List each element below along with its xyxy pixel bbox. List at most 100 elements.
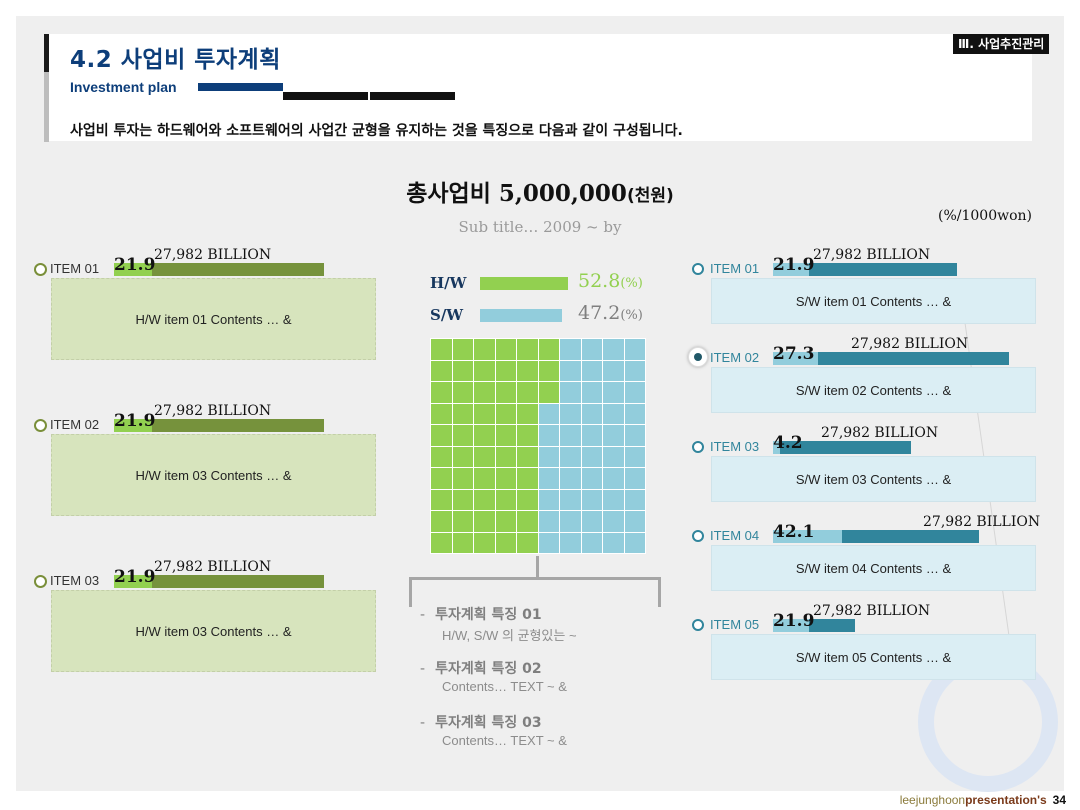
ring-marker-icon — [692, 530, 704, 542]
sw-item-billion: 27,982 BILLION — [821, 425, 939, 441]
unit-note: (%/1000won) — [937, 208, 1032, 224]
waffle-cell-hw — [517, 468, 538, 489]
subtitle-underline-black — [283, 92, 368, 100]
footer-author: leejunghoon — [899, 793, 966, 807]
waffle-cell-sw — [581, 532, 602, 553]
sw-item: ITEM 05 21.9 27,982 BILLION S/W item 05 … — [692, 603, 1042, 697]
legend-sw: S/W 47.2(%) — [430, 302, 660, 326]
legend-hw-swatch — [480, 277, 568, 290]
bracket-connector — [409, 577, 661, 580]
waffle-cell-hw — [474, 511, 495, 532]
hw-bar-fill — [114, 575, 152, 588]
waffle-cell-sw — [603, 360, 624, 381]
hw-item-content-box: H/W item 01 Contents … & — [51, 278, 376, 360]
waffle-cell-hw — [495, 489, 516, 510]
waffle-cell-sw — [603, 489, 624, 510]
waffle-cell-hw — [452, 360, 473, 381]
sw-item-value: 4.2 — [773, 433, 803, 453]
bullet-dash: - — [420, 715, 426, 731]
waffle-cell-hw — [431, 532, 452, 553]
waffle-cell-hw — [452, 532, 473, 553]
waffle-cell-hw — [452, 468, 473, 489]
hw-item: ITEM 01 21.9 27,982 BILLION H/W item 01 … — [34, 247, 379, 371]
waffle-cell-sw — [603, 425, 624, 446]
waffle-cell-sw — [624, 425, 645, 446]
waffle-cell-hw — [495, 532, 516, 553]
waffle-cell-hw — [495, 511, 516, 532]
waffle-cell-hw — [517, 403, 538, 424]
waffle-cell-hw — [452, 446, 473, 467]
bracket-connector — [536, 556, 539, 578]
sw-item-label: ITEM 02 — [710, 350, 760, 365]
waffle-cell-hw — [538, 339, 559, 360]
waffle-cell-hw — [452, 489, 473, 510]
waffle-cell-sw — [581, 511, 602, 532]
sw-bar-fill — [773, 530, 842, 543]
bracket-connector — [658, 577, 661, 607]
waffle-cell-sw — [581, 360, 602, 381]
waffle-cell-sw — [560, 446, 581, 467]
page-subtitle: Investment plan — [70, 79, 177, 95]
bullet-dash: - — [420, 607, 426, 623]
waffle-cell-hw — [452, 511, 473, 532]
waffle-cell-hw — [431, 468, 452, 489]
sw-item-billion: 27,982 BILLION — [851, 336, 969, 352]
ring-marker-icon — [692, 441, 704, 453]
waffle-cell-sw — [581, 382, 602, 403]
sw-bar-track — [773, 441, 911, 454]
legend-sw-swatch — [480, 309, 562, 322]
hw-item-value: 21.9 — [114, 255, 156, 275]
waffle-cell-hw — [431, 425, 452, 446]
waffle-cell-sw — [560, 532, 581, 553]
total-amount: 5,000,000 — [498, 180, 627, 207]
bullet-dash: - — [420, 661, 426, 677]
waffle-cell-sw — [603, 403, 624, 424]
waffle-cell-hw — [474, 446, 495, 467]
waffle-cell-sw — [581, 446, 602, 467]
selected-marker-icon — [688, 347, 708, 367]
waffle-cell-hw — [452, 339, 473, 360]
sw-item-label: ITEM 05 — [710, 617, 760, 632]
hw-bar-track — [114, 575, 324, 588]
sw-item-label: ITEM 03 — [710, 439, 760, 454]
section-tag: Ⅲ. 사업추진관리 — [953, 34, 1050, 54]
hw-bar-fill — [114, 419, 152, 432]
feature-title-text: 투자계획 특징 03 — [435, 715, 542, 731]
feature-item: - 투자계획 특징 03 Contents… TEXT ~ & — [420, 712, 680, 748]
sw-item-content-box: S/W item 02 Contents … & — [711, 367, 1036, 413]
main-title-label: 총사업비 — [406, 181, 491, 207]
feature-title-text: 투자계획 특징 02 — [435, 661, 542, 677]
feature-title: - 투자계획 특징 03 — [420, 712, 680, 732]
waffle-cell-sw — [560, 468, 581, 489]
waffle-cell-hw — [452, 425, 473, 446]
waffle-cell-hw — [431, 382, 452, 403]
waffle-cell-hw — [495, 339, 516, 360]
waffle-cell-hw — [431, 511, 452, 532]
hw-item-value: 21.9 — [114, 567, 156, 587]
waffle-cell-sw — [624, 360, 645, 381]
sw-item: ITEM 04 42.1 27,982 BILLION S/W item 04 … — [692, 514, 1042, 608]
hw-bar-track — [114, 419, 324, 432]
waffle-cell-hw — [431, 360, 452, 381]
legend-sw-percent: 47.2(%) — [578, 302, 643, 324]
waffle-cell-hw — [474, 339, 495, 360]
waffle-cell-sw — [538, 489, 559, 510]
footer-brand: presentation's — [965, 793, 1047, 807]
waffle-cell-sw — [560, 403, 581, 424]
amount-unit: (천원) — [626, 186, 674, 206]
ring-marker-icon — [692, 263, 704, 275]
subtitle-underline-blue — [198, 83, 283, 91]
footer: leejunghoonpresentation's 34 — [900, 793, 1066, 807]
sw-item-content-box: S/W item 05 Contents … & — [711, 634, 1036, 680]
waffle-cell-sw — [624, 532, 645, 553]
sw-item: ITEM 03 4.2 27,982 BILLION S/W item 03 C… — [692, 425, 1042, 519]
waffle-cell-sw — [538, 468, 559, 489]
ring-marker-icon — [692, 619, 704, 631]
waffle-cell-sw — [603, 339, 624, 360]
waffle-cell-sw — [624, 339, 645, 360]
waffle-cell-hw — [431, 446, 452, 467]
waffle-cell-hw — [517, 532, 538, 553]
waffle-cell-hw — [474, 425, 495, 446]
sw-item-content-box: S/W item 01 Contents … & — [711, 278, 1036, 324]
waffle-cell-hw — [474, 382, 495, 403]
